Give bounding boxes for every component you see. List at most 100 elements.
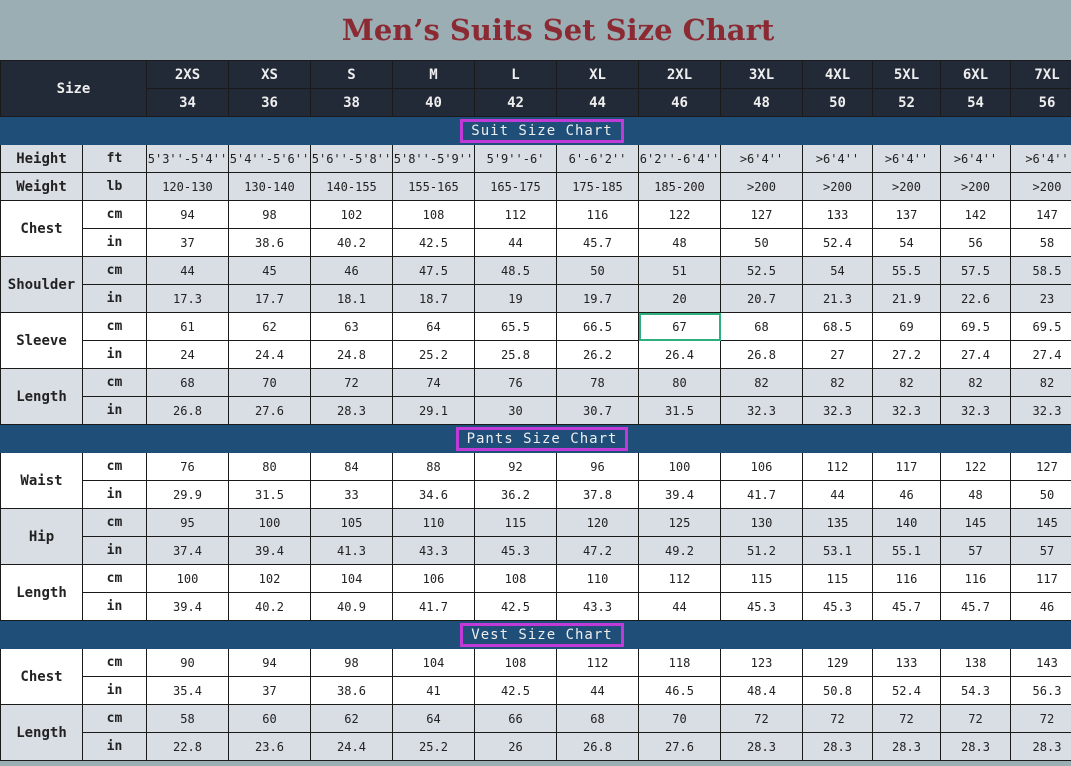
size-number: 40 xyxy=(392,88,475,117)
table-cell: 38.6 xyxy=(310,676,393,705)
unit-label: in xyxy=(82,592,147,621)
table-cell: 5'9''-6' xyxy=(474,144,557,173)
table-cell: 58 xyxy=(1010,228,1071,257)
table-row: Waist cm 76 80 84 88 92 96 100 106 112 117 122 127 xyxy=(0,452,1071,509)
table-cell: 105 xyxy=(310,508,393,537)
table-cell: 106 xyxy=(392,564,475,593)
table-cell: 27.4 xyxy=(1010,340,1071,369)
table-cell: 45.3 xyxy=(474,536,557,565)
table-cell: 42.5 xyxy=(474,676,557,705)
measurement-label: Waist xyxy=(0,452,83,509)
table-cell: 37.4 xyxy=(146,536,229,565)
size-number: 56 xyxy=(1010,88,1071,117)
table-cell: 32.3 xyxy=(720,396,803,425)
table-cell: 41 xyxy=(392,676,475,705)
size-number: 38 xyxy=(310,88,393,117)
unit-label: ft xyxy=(82,144,147,173)
table-cell: 112 xyxy=(474,200,557,229)
table-cell: 68.5 xyxy=(802,312,873,341)
table-cell: 38.6 xyxy=(228,228,311,257)
table-row: Height ft 5'3''-5'4'' 5'4''-5'6'' 5'6''-5'8'… xyxy=(0,144,1071,173)
measurement-label: Length xyxy=(0,704,83,761)
table-cell: >6'4'' xyxy=(940,144,1011,173)
table-cell[interactable]: 67 xyxy=(638,312,721,341)
table-cell: 143 xyxy=(1010,648,1071,677)
table-cell: 37 xyxy=(146,228,229,257)
table-cell: 19.7 xyxy=(556,284,639,313)
table-cell: 33 xyxy=(310,480,393,509)
table-cell: 80 xyxy=(228,452,311,481)
table-cell: 41.7 xyxy=(392,592,475,621)
table-cell: 37.8 xyxy=(556,480,639,509)
table-cell: 69.5 xyxy=(1010,312,1071,341)
table-cell: 56 xyxy=(940,228,1011,257)
table-row: Hip cm 95 100 105 110 115 120 125 130 135 140 145 145 xyxy=(0,508,1071,565)
table-cell: 17.3 xyxy=(146,284,229,313)
table-cell: 34.6 xyxy=(392,480,475,509)
table-cell: 26.4 xyxy=(638,340,721,369)
table-cell: 78 xyxy=(556,368,639,397)
table-cell: >200 xyxy=(1010,172,1071,201)
section-bar: Suit Size Chart xyxy=(0,116,1071,145)
table-cell: 76 xyxy=(474,368,557,397)
measurement-label: Height xyxy=(0,144,83,173)
table-cell: 56.3 xyxy=(1010,676,1071,705)
table-cell: 70 xyxy=(228,368,311,397)
measurement-label: Sleeve xyxy=(0,312,83,369)
table-cell: 27 xyxy=(802,340,873,369)
section-bar: Vest Size Chart xyxy=(0,620,1071,649)
measurement-label: Hip xyxy=(0,508,83,565)
table-cell: 100 xyxy=(228,508,311,537)
table-cell: 5'3''-5'4'' xyxy=(146,144,229,173)
size-letter: 3XL xyxy=(720,60,803,89)
table-cell: 45.7 xyxy=(872,592,941,621)
table-cell: >200 xyxy=(802,172,873,201)
table-cell: 6'-6'2'' xyxy=(556,144,639,173)
table-cell: 115 xyxy=(802,564,873,593)
table-cell: 25.2 xyxy=(392,732,475,761)
table-row: in 35.4 37 38.6 41 42.5 44 46.5 48.4 50.8 52.4 54.3… xyxy=(1,676,1071,705)
table-cell: 123 xyxy=(720,648,803,677)
unit-label: in xyxy=(82,480,147,509)
table-row: in 26.8 27.6 28.3 29.1 30 30.7 31.5 32.3 32.3 32.3… xyxy=(1,396,1071,425)
table-cell: >6'4'' xyxy=(1010,144,1071,173)
table-cell: 70 xyxy=(638,704,721,733)
table-cell: 46.5 xyxy=(638,676,721,705)
table-cell: 55.1 xyxy=(872,536,941,565)
table-cell: 53.1 xyxy=(802,536,873,565)
table-cell: 74 xyxy=(392,368,475,397)
header-row-numbers: 34 36 38 40 42 44 46 48 50 52 54 56 xyxy=(1,88,1071,117)
table-cell: 140 xyxy=(872,508,941,537)
table-cell: 72 xyxy=(872,704,941,733)
table-cell: 39.4 xyxy=(638,480,721,509)
table-cell: 44 xyxy=(802,480,873,509)
table-cell: 24.8 xyxy=(310,340,393,369)
table-cell: 52.4 xyxy=(802,228,873,257)
table-cell: 43.3 xyxy=(392,536,475,565)
table-cell: 135 xyxy=(802,508,873,537)
table-cell: 28.3 xyxy=(720,732,803,761)
table-cell: 58.5 xyxy=(1010,256,1071,285)
size-chart-table: Size 2XS XS S M L XL 2XL 3XL 4XL 5XL 6XL 7XL 34 36 38 40… xyxy=(0,60,1071,761)
table-cell: 32.3 xyxy=(802,396,873,425)
table-cell: 28.3 xyxy=(802,732,873,761)
table-cell: 63 xyxy=(310,312,393,341)
table-cell: 26.2 xyxy=(556,340,639,369)
table-cell: 39.4 xyxy=(228,536,311,565)
table-cell: 92 xyxy=(474,452,557,481)
table-cell: 50 xyxy=(720,228,803,257)
table-cell: 116 xyxy=(556,200,639,229)
table-cell: 140-155 xyxy=(310,172,393,201)
table-cell: 100 xyxy=(146,564,229,593)
table-cell: 76 xyxy=(146,452,229,481)
table-cell: 46 xyxy=(872,480,941,509)
table-cell: 65.5 xyxy=(474,312,557,341)
unit-label: in xyxy=(82,396,147,425)
table-cell: 147 xyxy=(1010,200,1071,229)
table-cell: 45.3 xyxy=(802,592,873,621)
table-cell: 175-185 xyxy=(556,172,639,201)
table-cell: 54.3 xyxy=(940,676,1011,705)
table-cell: 155-165 xyxy=(392,172,475,201)
size-letter: 6XL xyxy=(940,60,1011,89)
table-cell: >6'4'' xyxy=(720,144,803,173)
